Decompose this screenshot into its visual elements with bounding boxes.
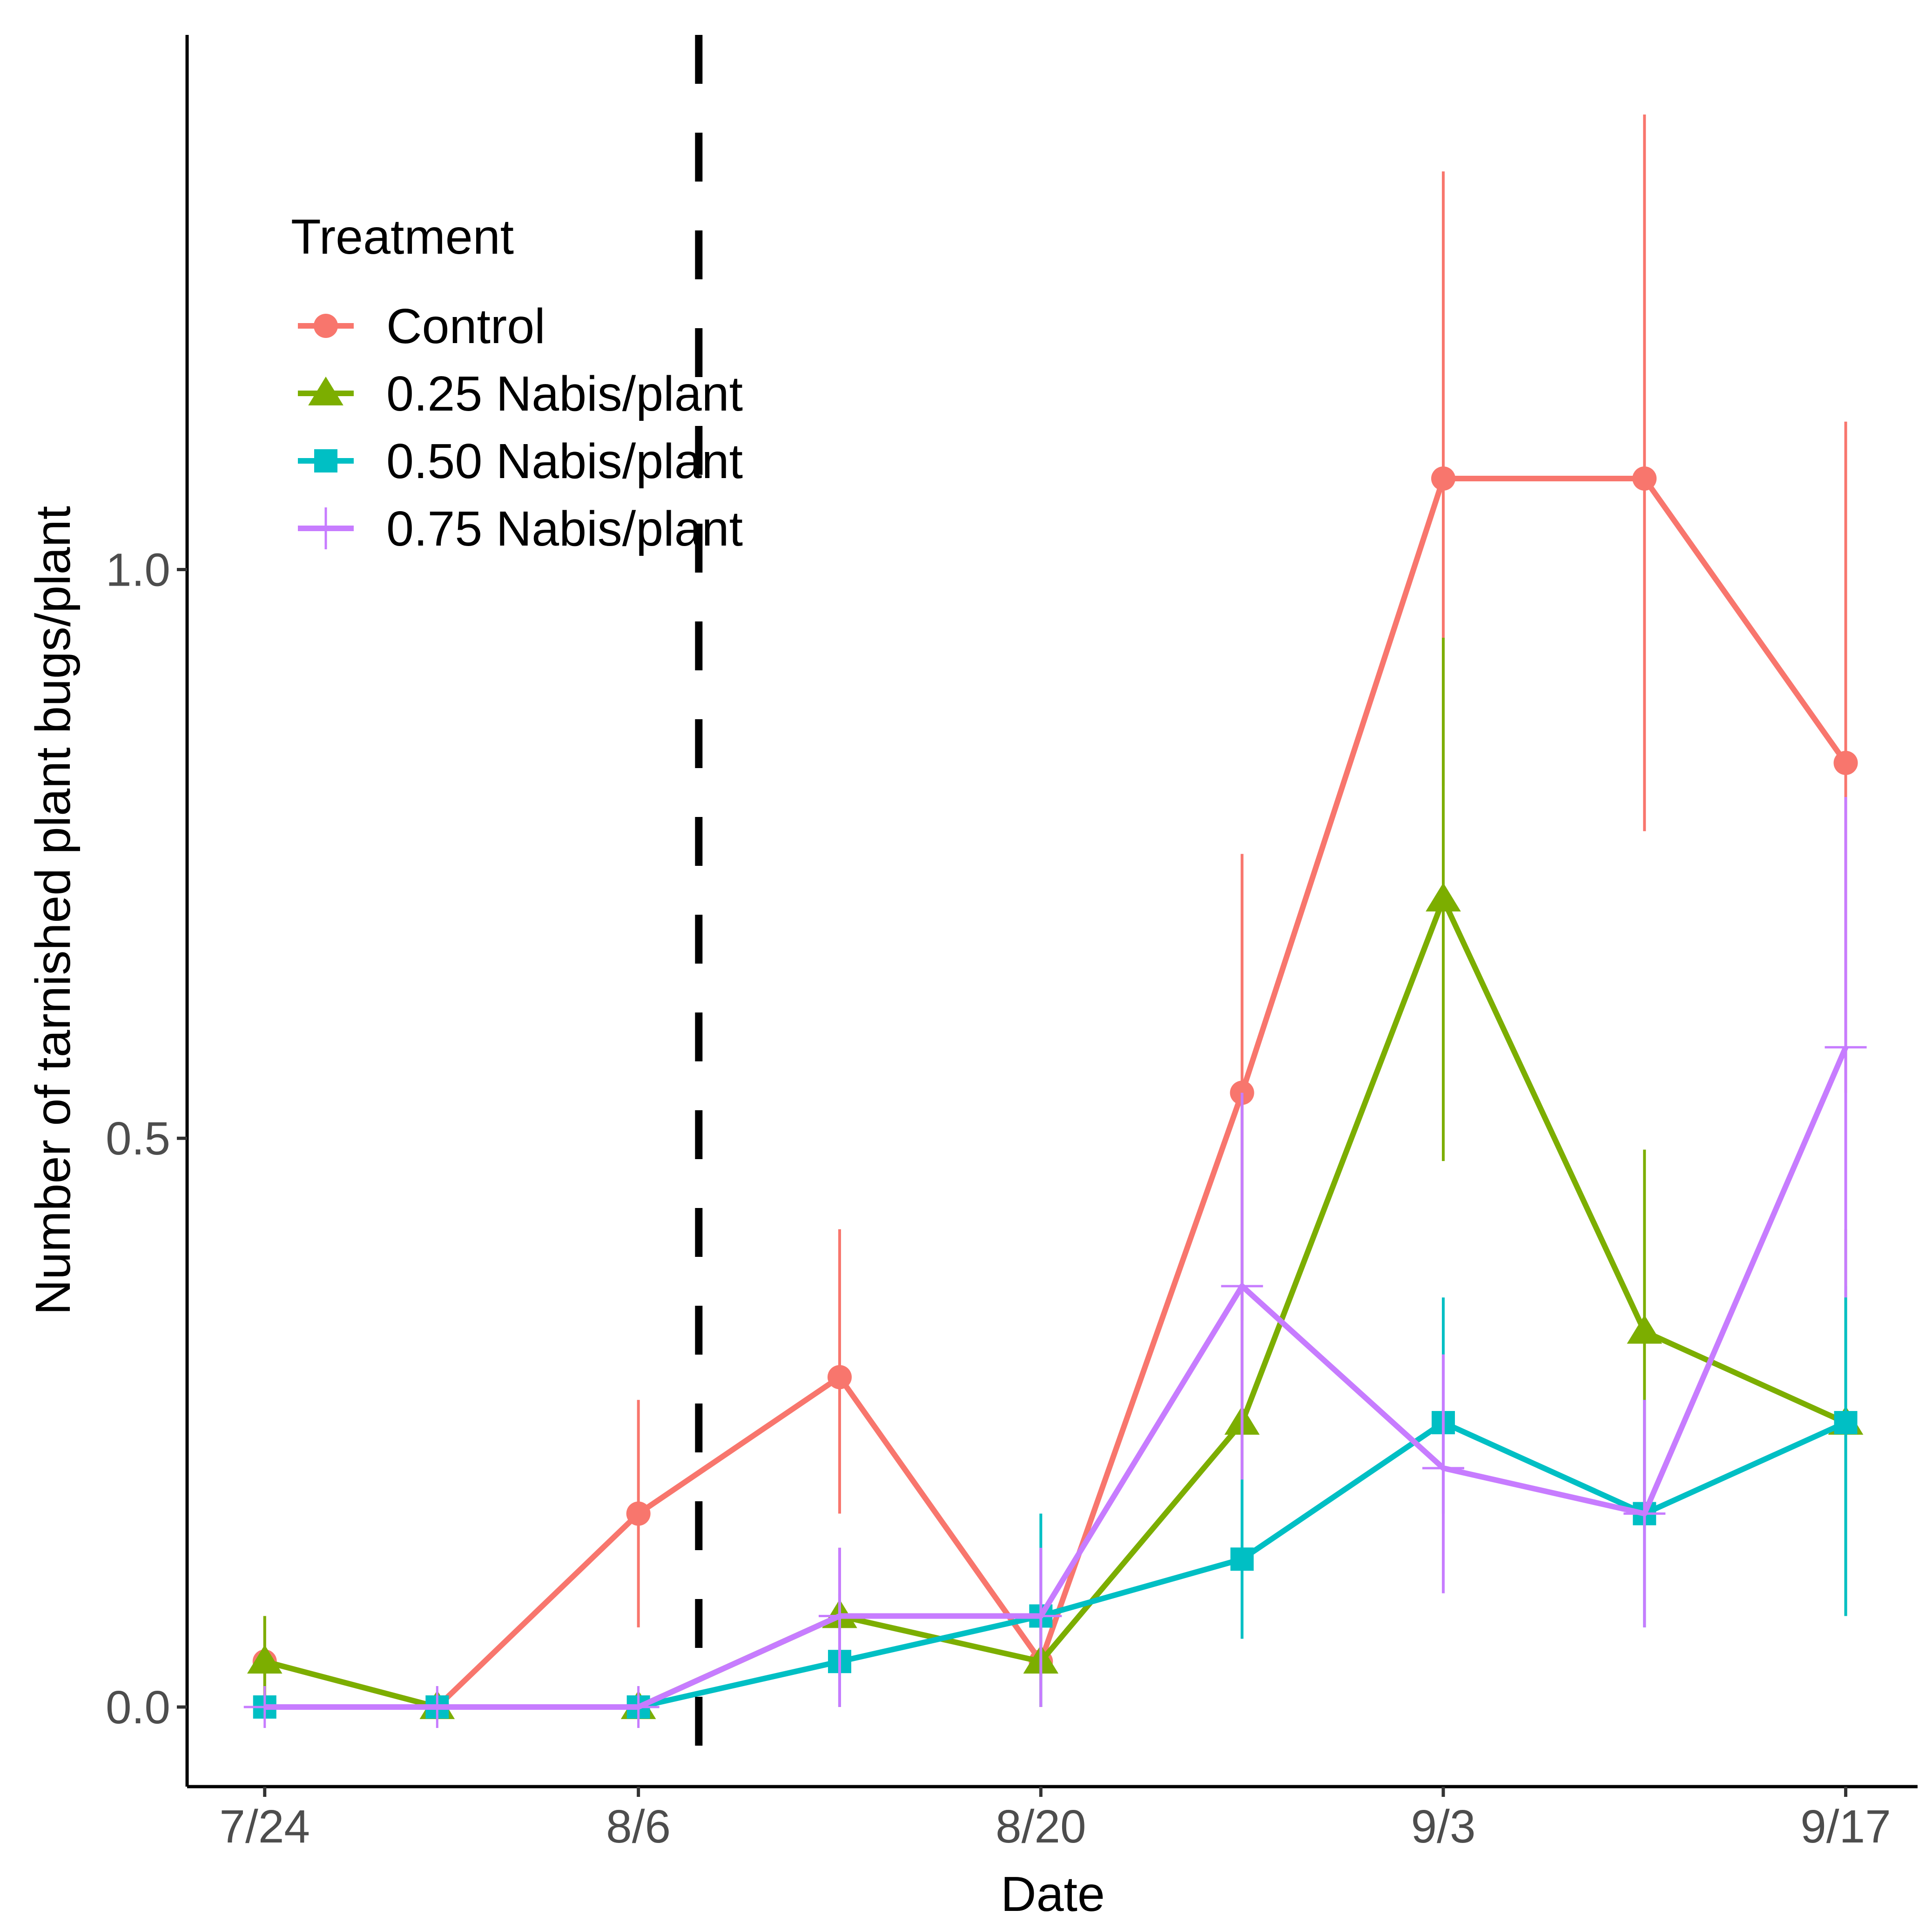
legend-key-marker-2 — [314, 449, 337, 472]
legend-key-marker-0 — [314, 314, 338, 338]
plot-area — [243, 35, 1867, 1787]
x-tick-label-4: 9/17 — [1800, 1801, 1891, 1853]
y-ticks: 0.0 0.5 1.0 — [106, 544, 187, 1734]
legend-item-3: 0.75 Nabis/plant — [298, 501, 743, 556]
x-axis-title: Date — [1001, 1867, 1105, 1922]
x-tick-label-3: 9/3 — [1411, 1801, 1475, 1853]
point-3-5 — [1221, 1265, 1263, 1307]
legend-item-1: 0.25 Nabis/plant — [298, 366, 743, 421]
legend: Treatment Control 0.25 Nabis/plant 0.50 Na… — [291, 209, 743, 556]
y-tick-label-2: 1.0 — [106, 544, 170, 596]
point-0-8 — [1833, 750, 1858, 775]
point-3-8 — [1824, 1026, 1867, 1068]
point-3-3 — [818, 1595, 861, 1637]
series-1 — [247, 638, 1864, 1719]
series-line-2 — [264, 1420, 1847, 1710]
point-3-2 — [617, 1686, 660, 1728]
series-line-3 — [264, 1046, 1849, 1710]
y-tick-label-0: 0.0 — [106, 1681, 170, 1734]
y-tick-label-1: 0.5 — [106, 1113, 170, 1165]
point-2-5 — [1230, 1547, 1254, 1571]
series-line-0 — [264, 475, 1848, 1710]
point-1-0 — [247, 1645, 283, 1674]
legend-label-0: Control — [386, 299, 545, 354]
legend-title: Treatment — [291, 209, 514, 264]
legend-key-marker-3 — [305, 507, 347, 549]
point-1-6 — [1426, 883, 1461, 911]
point-3-6 — [1422, 1447, 1464, 1489]
legend-key-marker-1 — [308, 377, 343, 405]
y-axis-title: Number of tarnished plant bugs/plant — [26, 506, 81, 1315]
point-0-3 — [827, 1365, 852, 1390]
series-line-1 — [264, 897, 1847, 1710]
series-0 — [252, 115, 1858, 1719]
point-3-4 — [1020, 1595, 1062, 1637]
x-tick-label-1: 8/6 — [606, 1801, 671, 1853]
point-3-1 — [416, 1686, 458, 1728]
point-0-6 — [1431, 466, 1455, 491]
legend-label-2: 0.50 Nabis/plant — [386, 434, 743, 489]
x-ticks: 7/24 8/6 8/20 9/3 9/17 — [219, 1787, 1891, 1853]
point-2-8 — [1834, 1411, 1858, 1435]
point-3-0 — [243, 1686, 286, 1728]
x-tick-label-2: 8/20 — [996, 1801, 1086, 1853]
legend-item-2: 0.50 Nabis/plant — [298, 434, 743, 489]
point-0-2 — [626, 1501, 651, 1526]
point-0-7 — [1632, 466, 1657, 491]
legend-label-3: 0.75 Nabis/plant — [386, 501, 743, 556]
point-3-7 — [1623, 1492, 1666, 1535]
legend-item-0: Control — [298, 299, 545, 354]
legend-label-1: 0.25 Nabis/plant — [386, 366, 743, 421]
point-1-7 — [1627, 1315, 1663, 1344]
series-3 — [243, 797, 1867, 1728]
x-tick-label-0: 7/24 — [219, 1801, 310, 1853]
legend-items: Control 0.25 Nabis/plant 0.50 Nabis/plant 0… — [298, 299, 743, 556]
